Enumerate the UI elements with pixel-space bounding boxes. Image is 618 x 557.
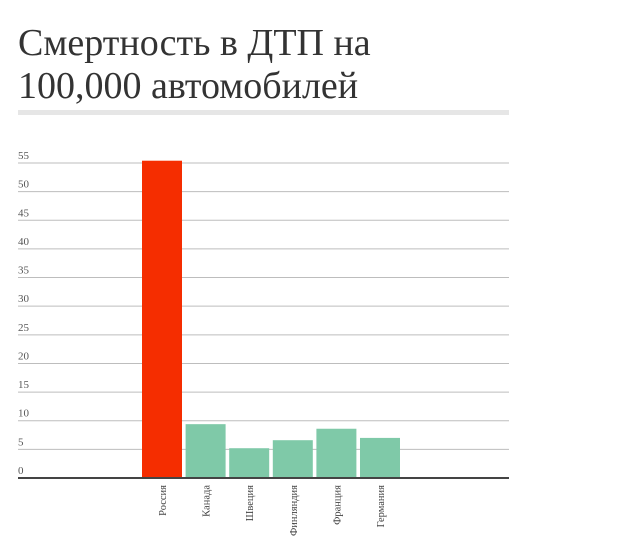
bar [272,440,313,478]
y-tick-label: 45 [18,207,30,219]
x-axis-category-labels: Россия Канада Швеция Финляндия Франция Герман… [158,485,387,536]
y-tick-label: 35 [18,265,30,277]
y-tick-label: 10 [18,408,30,420]
x-category-label: Россия [158,485,169,516]
bar [360,437,400,478]
y-tick-label: 20 [18,350,30,362]
bar [316,428,357,478]
y-tick-label: 0 [18,465,24,477]
x-category-label: Финляндия [289,485,300,536]
y-axis-tick-labels: 0 5 10 15 20 25 30 35 40 45 50 55 [18,150,30,477]
bar [142,160,182,478]
gridlines [18,162,509,450]
y-tick-label: 40 [18,236,30,248]
y-tick-label: 50 [18,179,30,191]
y-tick-label: 55 [18,150,30,162]
x-category-label: Франция [332,485,343,525]
title-divider [18,110,509,115]
bar [185,424,226,478]
bars [142,160,400,478]
y-tick-label: 15 [18,379,30,391]
bar [229,448,270,478]
y-tick-label: 5 [18,436,24,448]
x-category-label: Канада [202,485,213,517]
y-tick-label: 30 [18,293,30,305]
x-category-label: Германия [376,485,387,527]
y-tick-label: 25 [18,322,30,334]
x-category-label: Швеция [245,485,256,521]
chart-title: Смертность в ДТП на 100,000 автомобилей [18,22,371,107]
